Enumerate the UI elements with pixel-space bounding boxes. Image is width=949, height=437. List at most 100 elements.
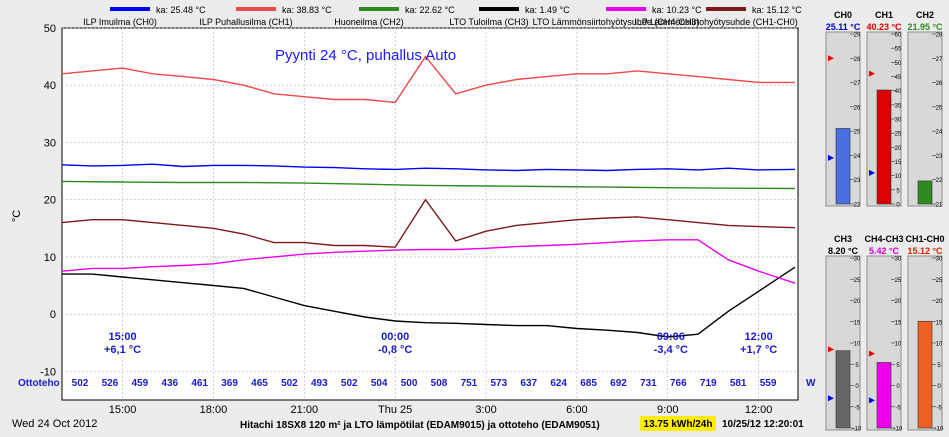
ottoteho-value: 504 [371,378,388,389]
gauge-tick-label: -5 [936,405,942,411]
x-tick-label: 18:00 [200,404,228,416]
ottoteho-value: 766 [670,378,687,389]
x-tick-label: 3:00 [475,404,496,416]
gauge-fill [835,128,851,205]
gauge-tick-label: 25 [895,132,902,138]
date-left: Wed 24 Oct 2012 [12,418,97,430]
gauge-tick-label: -10 [894,427,903,433]
series-line [61,180,796,190]
gauge-tick-label: 50 [895,61,902,67]
ottoteho-row: Ottoteho 502 526 459 436 461 369 465 502 493 502 50… [18,378,816,389]
annotations: 15:00+6,1 °C 00:00-0,8 °C 09:06-3,4 °C 12:0… [104,331,777,356]
chart-caption: Hitachi 18SX8 120 m² ja LTO lämpötilat (… [240,420,600,431]
ottoteho-value: 685 [580,378,597,389]
y-tick-label: 30 [44,137,56,149]
ottoteho-value: 581 [730,378,747,389]
gauge-tick-label: 0 [937,384,941,390]
legend-avg: ka: 25.48 °C [156,5,206,15]
ottoteho-unit: W [806,378,816,389]
ottoteho-label: Ottoteho [18,378,60,389]
gauge-tick-label: 20 [936,299,943,305]
gauge-tick-label: 25 [936,105,943,111]
annotation-temp: -3,4 °C [654,344,688,356]
temperature-chart: 50 40 30 20 10 0 -10 15:00 18:00 21:00 Thu 25 3:00… [11,5,816,431]
series-line [62,266,796,338]
ottoteho-value: 751 [461,378,478,389]
gauge-tick-label: 22 [854,203,861,209]
timestamp: 10/25/12 12:20:01 [722,419,804,430]
legend-swatch [706,7,746,11]
gauge-tick-label: 5 [855,363,859,369]
gauge-ch0: CH0 25.11 °C29 28 27 26 25 24 23 22 [825,10,861,209]
gauge-max-marker [828,55,834,62]
x-tick-label: 6:00 [566,404,587,416]
legend-avg: ka: 1.49 °C [525,5,570,15]
gauge-tick-label: 15 [936,320,943,326]
ottoteho-value: 436 [161,378,178,389]
y-axis-label: °C [11,210,23,222]
ottoteho-value: 500 [401,378,418,389]
gauge-tick-label: 20 [895,146,902,152]
y-tick-label: 20 [44,195,56,207]
gauge-fill [876,362,892,429]
legend-series-name: ILP Lämmönsiirtohyötysuhde (CH1-CH0) [634,17,797,27]
x-tick-label: 12:00 [745,404,773,416]
annotation-time: 15:00 [109,331,137,343]
series-line [61,239,796,284]
legend-swatch [606,7,646,11]
gauge-tick-label: 15 [895,320,902,326]
ottoteho-value: 637 [520,378,537,389]
gauge-tick-label: 5 [937,363,941,369]
series-line [61,55,795,104]
gauge-tick-label: 24 [936,130,943,136]
legend-avg: ka: 10.23 °C [652,5,702,15]
gauge-value: 21.95 °C [907,22,943,32]
y-tick-label: 0 [50,309,56,321]
gauge-tick-label: 28 [854,57,861,63]
gauge-tick-label: 20 [854,299,861,305]
gauge-ch1-ch0: CH1-CH0 15.12 °C30 25 20 15 10 5 0 -5 -10 [905,234,944,433]
y-tick-label: 50 [44,23,56,35]
gauge-tick-label: 26 [936,81,943,87]
gauge-tick-label: 0 [896,384,900,390]
ottoteho-value: 369 [221,378,238,389]
gauge-tick-label: -5 [895,405,901,411]
ottoteho-value: 508 [431,378,448,389]
ottoteho-value: 573 [490,378,507,389]
y-tick-label: 40 [44,80,56,92]
gauge-min-marker [869,397,875,404]
series-line [61,198,796,248]
gauge-tick-label: 60 [895,33,902,39]
gauge-label: CH1 [875,10,893,20]
legend-swatch [479,7,519,11]
legend-series-name: LTO Tuloilma (CH3) [449,17,528,27]
annotation-time: 00:00 [381,331,409,343]
ottoteho-value: 502 [72,378,89,389]
gauge-tick-label: -5 [854,405,860,411]
gridlines [62,27,798,400]
gauge-value: 15.12 °C [907,246,943,256]
gauge-tick-label: 0 [855,384,859,390]
gauge-value: 8.20 °C [828,246,859,256]
plot-area [61,27,799,401]
gauge-tick-label: 25 [895,278,902,284]
gauge-tick-label: 10 [895,174,902,180]
legend-swatch [359,7,399,11]
gauge-label: CH0 [834,10,852,20]
gauge-tick-label: 29 [854,33,861,39]
gauge-tick-label: 15 [895,160,902,166]
gauge-tick-label: 25 [854,130,861,136]
gauge-tick-label: 40 [895,89,902,95]
gauge-tick-label: 30 [936,257,943,263]
energy-value: 13.75 kWh/24h [644,419,713,430]
gauge-min-marker [869,169,875,176]
ottoteho-value: 459 [131,378,148,389]
legend-swatch [110,7,150,11]
gauge-tick-label: 55 [895,47,902,53]
gauge-tick-label: 30 [895,118,902,124]
gauge-tick-label: 0 [896,203,900,209]
x-tick-label: 15:00 [109,404,137,416]
ottoteho-value: 502 [281,378,298,389]
annotation-temp: +1,7 °C [740,344,777,356]
legend-series-name: Huoneilma (CH2) [334,17,404,27]
